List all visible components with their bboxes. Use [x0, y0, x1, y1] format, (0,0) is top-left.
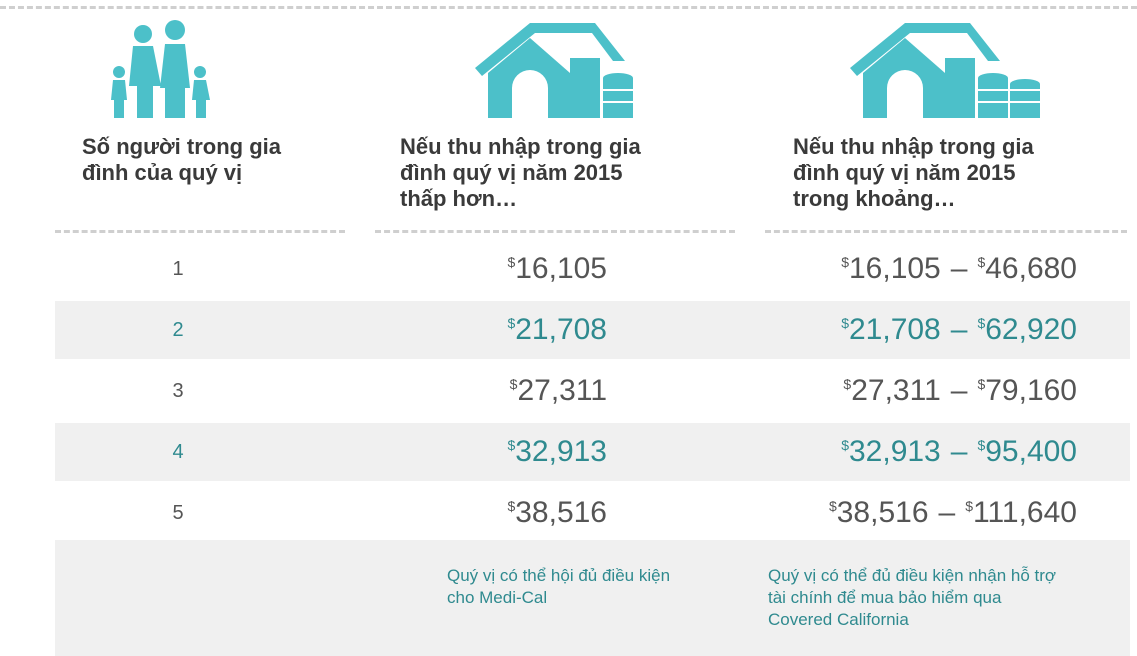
table-row: 5 $38,516 $38,516– $111,640	[55, 484, 1130, 542]
table-row: 3 $27,311 $27,311– $79,160	[55, 362, 1130, 420]
income-range: $38,516– $111,640	[829, 484, 1077, 542]
household-size: 4	[172, 441, 184, 463]
table-row: 4 $32,913 $32,913– $95,400	[55, 423, 1130, 481]
amount: 111,640	[973, 496, 1077, 529]
household-size: 3	[172, 380, 184, 402]
income-limit: $21,708	[507, 301, 607, 359]
currency-symbol: $	[841, 315, 849, 331]
column-header: Nếu thu nhập trong gia đình quý vị năm 2…	[793, 134, 1034, 211]
amount: 32,913	[515, 435, 607, 468]
amount: 95,400	[985, 435, 1077, 468]
currency-symbol: $	[977, 376, 986, 392]
household-size: 1	[172, 258, 184, 280]
household-size: 5	[172, 502, 184, 524]
footnote-band	[55, 540, 1130, 656]
income-range: $27,311– $79,160	[843, 362, 1077, 420]
currency-symbol: $	[507, 315, 516, 331]
amount: 21,708	[515, 313, 607, 346]
currency-symbol: $	[507, 437, 516, 453]
divider	[0, 6, 1137, 9]
income-range: $21,708– $62,920	[841, 301, 1077, 359]
currency-symbol: $	[509, 376, 518, 392]
currency-symbol: $	[828, 498, 837, 514]
house-coins-icon	[850, 23, 1040, 118]
column-header: Nếu thu nhập trong gia đình quý vị năm 2…	[400, 134, 641, 211]
household-size: 2	[172, 319, 184, 341]
range-dash: –	[950, 252, 968, 285]
table-row: 1 $16,105 $16,105– $46,680	[55, 240, 1130, 298]
currency-symbol: $	[843, 376, 852, 392]
currency-symbol: $	[977, 437, 986, 453]
divider	[55, 230, 345, 233]
amount: 32,913	[848, 435, 941, 468]
range-dash: –	[950, 313, 968, 346]
amount: 27,311	[517, 374, 607, 407]
currency-symbol: $	[977, 315, 986, 331]
currency-symbol: $	[977, 254, 986, 270]
table-row: 2 $21,708 $21,708– $62,920	[55, 301, 1130, 359]
range-dash: –	[938, 496, 956, 529]
currency-symbol: $	[841, 254, 849, 270]
amount: 16,105	[515, 252, 607, 285]
amount: 62,920	[985, 313, 1077, 346]
income-range: $32,913– $95,400	[841, 423, 1077, 481]
amount: 79,160	[985, 374, 1077, 407]
income-limit: $32,913	[507, 423, 607, 481]
currency-symbol: $	[507, 254, 516, 270]
column-header: Số người trong gia đình của quý vị	[82, 134, 281, 185]
amount: 27,311	[851, 374, 941, 407]
income-limit: $38,516	[507, 484, 607, 542]
amount: 38,516	[836, 496, 929, 529]
house-icon	[475, 23, 633, 118]
income-limit: $27,311	[510, 362, 607, 420]
divider	[765, 230, 1127, 233]
currency-symbol: $	[965, 498, 973, 514]
currency-symbol: $	[841, 437, 849, 453]
amount: 38,516	[515, 496, 607, 529]
amount: 16,105	[848, 252, 941, 285]
range-dash: –	[950, 435, 968, 468]
amount: 21,708	[848, 313, 941, 346]
family-icon	[111, 20, 210, 118]
income-range: $16,105– $46,680	[841, 240, 1077, 298]
range-dash: –	[950, 374, 968, 407]
currency-symbol: $	[507, 498, 516, 514]
footnote: Quý vị có thể đủ điều kiện nhận hỗ trợ t…	[768, 566, 1057, 629]
divider	[375, 230, 735, 233]
income-limit: $16,105	[507, 240, 607, 298]
footnote: Quý vị có thể hội đủ điều kiện cho Medi-…	[447, 566, 671, 607]
amount: 46,680	[985, 252, 1077, 285]
